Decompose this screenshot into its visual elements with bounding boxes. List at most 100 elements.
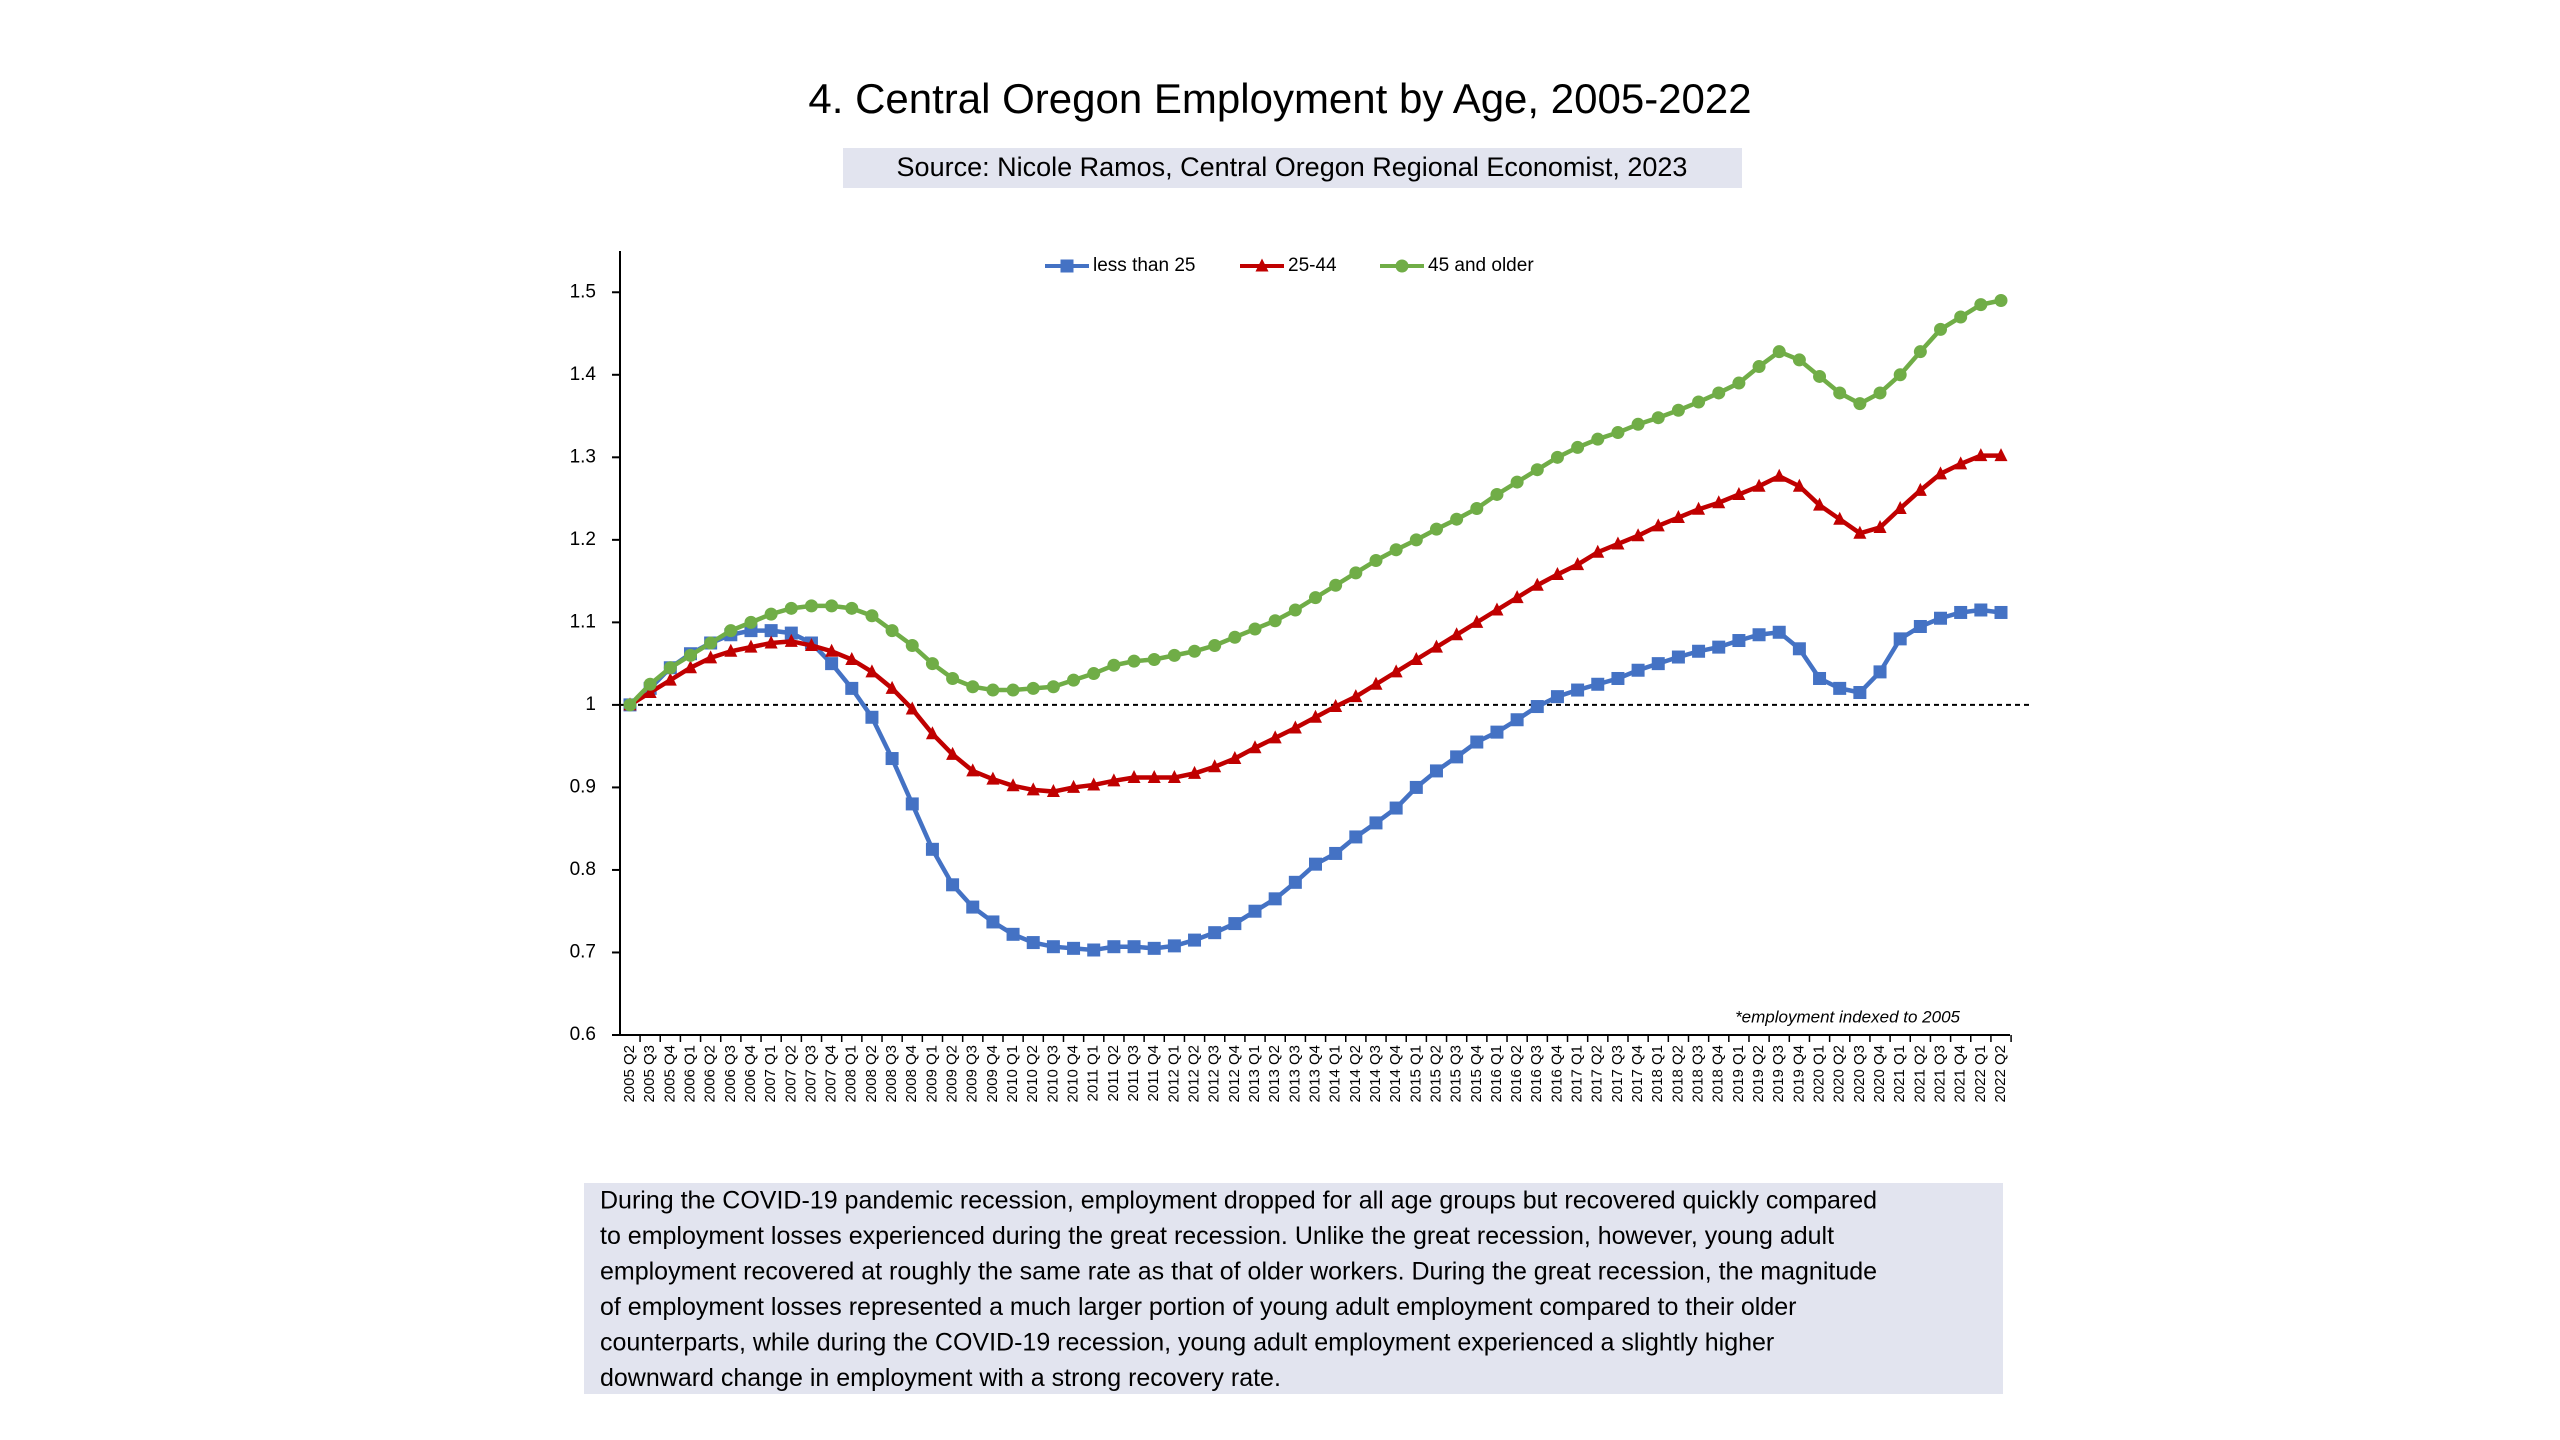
marker bbox=[1409, 533, 1423, 547]
marker bbox=[865, 664, 879, 678]
marker bbox=[1395, 259, 1409, 273]
marker bbox=[1732, 486, 1746, 500]
marker bbox=[1369, 553, 1383, 567]
marker bbox=[1107, 773, 1121, 787]
marker bbox=[966, 900, 980, 914]
marker bbox=[1712, 386, 1726, 400]
x-tick-label: 2011 Q1 bbox=[1085, 1045, 1102, 1101]
marker bbox=[1813, 671, 1827, 685]
marker bbox=[1067, 779, 1081, 793]
marker bbox=[1288, 603, 1302, 617]
marker bbox=[1429, 639, 1443, 653]
marker bbox=[1188, 933, 1202, 947]
marker bbox=[1934, 322, 1948, 336]
x-tick-label: 2017 Q3 bbox=[1609, 1045, 1626, 1103]
description-line: of employment losses represented a much … bbox=[600, 1293, 1796, 1321]
marker bbox=[1006, 927, 1020, 941]
marker bbox=[1188, 765, 1202, 779]
marker bbox=[704, 636, 718, 650]
chart-subtitle: Source: Nicole Ramos, Central Oregon Reg… bbox=[897, 152, 1688, 182]
marker bbox=[1228, 751, 1242, 765]
marker bbox=[1631, 417, 1645, 431]
marker bbox=[1450, 627, 1464, 641]
marker bbox=[1591, 677, 1605, 691]
marker bbox=[1853, 686, 1867, 700]
marker bbox=[1167, 939, 1181, 953]
marker bbox=[1167, 648, 1181, 662]
marker bbox=[1671, 510, 1685, 524]
marker bbox=[1470, 501, 1484, 515]
x-tick-label: 2022 Q1 bbox=[1972, 1045, 1989, 1103]
x-tick-label: 2019 Q4 bbox=[1790, 1045, 1807, 1103]
x-tick-label: 2014 Q2 bbox=[1347, 1045, 1364, 1103]
x-tick-label: 2005 Q2 bbox=[621, 1045, 638, 1103]
marker bbox=[724, 643, 738, 657]
x-tick-label: 2012 Q1 bbox=[1165, 1045, 1182, 1103]
marker bbox=[986, 771, 1000, 785]
x-tick-label: 2005 Q3 bbox=[641, 1045, 658, 1103]
y-tick-label: 1.2 bbox=[570, 529, 596, 550]
marker bbox=[825, 599, 839, 613]
marker bbox=[1268, 730, 1282, 744]
marker bbox=[1208, 759, 1222, 773]
marker bbox=[1309, 857, 1322, 871]
x-tick-label: 2021 Q4 bbox=[1952, 1045, 1969, 1103]
marker bbox=[784, 601, 798, 615]
chart-title: 4. Central Oregon Employment by Age, 200… bbox=[808, 75, 1751, 122]
legend-label: less than 25 bbox=[1093, 255, 1195, 276]
marker bbox=[1591, 432, 1605, 446]
marker bbox=[1954, 456, 1968, 470]
y-tick-label: 1.1 bbox=[570, 611, 596, 632]
marker bbox=[1792, 353, 1806, 367]
marker bbox=[1147, 653, 1161, 667]
x-tick-label: 2009 Q4 bbox=[984, 1045, 1001, 1103]
marker bbox=[1994, 294, 2008, 308]
marker bbox=[1671, 650, 1685, 664]
x-tick-label: 2007 Q4 bbox=[823, 1045, 840, 1103]
marker bbox=[1228, 917, 1242, 931]
subtitle-box bbox=[843, 148, 1742, 188]
series-0 bbox=[623, 603, 2008, 957]
marker bbox=[704, 650, 718, 664]
marker bbox=[1530, 463, 1544, 477]
x-tick-label: 2007 Q1 bbox=[762, 1045, 779, 1103]
marker bbox=[1046, 940, 1060, 954]
x-tick-label: 2009 Q2 bbox=[944, 1045, 961, 1103]
marker bbox=[1994, 448, 2008, 462]
marker bbox=[764, 624, 778, 638]
marker bbox=[1369, 676, 1383, 690]
marker bbox=[1571, 683, 1585, 697]
marker bbox=[1772, 468, 1786, 482]
marker bbox=[1893, 368, 1907, 382]
x-tick-label: 2008 Q3 bbox=[883, 1045, 900, 1103]
x-tick-label: 2015 Q4 bbox=[1468, 1045, 1485, 1103]
x-tick-label: 2022 Q2 bbox=[1992, 1045, 2009, 1103]
x-tick-label: 2010 Q3 bbox=[1044, 1045, 1061, 1103]
x-tick-label: 2008 Q4 bbox=[903, 1045, 920, 1103]
series-1 bbox=[623, 448, 2008, 798]
x-tick-label: 2012 Q4 bbox=[1226, 1045, 1243, 1103]
marker bbox=[1369, 816, 1383, 830]
marker bbox=[1934, 466, 1948, 480]
x-tick-label: 2013 Q4 bbox=[1306, 1045, 1323, 1103]
marker bbox=[804, 637, 818, 651]
marker bbox=[1228, 630, 1242, 644]
marker bbox=[1873, 665, 1887, 679]
x-tick-label: 2006 Q1 bbox=[681, 1045, 698, 1103]
marker bbox=[845, 681, 859, 695]
marker bbox=[885, 680, 899, 694]
marker bbox=[1873, 386, 1887, 400]
y-tick-label: 1.3 bbox=[570, 446, 596, 467]
marker bbox=[683, 660, 697, 674]
marker bbox=[1571, 440, 1585, 454]
marker bbox=[1611, 426, 1625, 440]
x-tick-label: 2009 Q1 bbox=[923, 1045, 940, 1103]
x-tick-label: 2016 Q3 bbox=[1528, 1045, 1545, 1103]
marker bbox=[1490, 725, 1504, 739]
marker bbox=[1208, 926, 1222, 940]
x-tick-label: 2012 Q2 bbox=[1185, 1045, 1202, 1103]
marker bbox=[1006, 778, 1020, 792]
marker bbox=[1288, 720, 1302, 734]
marker bbox=[623, 698, 637, 712]
marker bbox=[966, 763, 980, 777]
